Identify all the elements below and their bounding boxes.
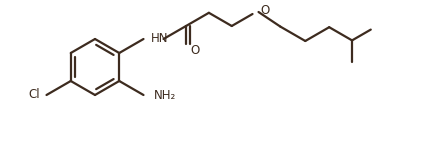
Text: O: O (261, 3, 270, 17)
Text: NH₂: NH₂ (153, 88, 176, 102)
Text: HN: HN (150, 32, 168, 46)
Text: Cl: Cl (28, 88, 40, 102)
Text: O: O (190, 45, 199, 58)
